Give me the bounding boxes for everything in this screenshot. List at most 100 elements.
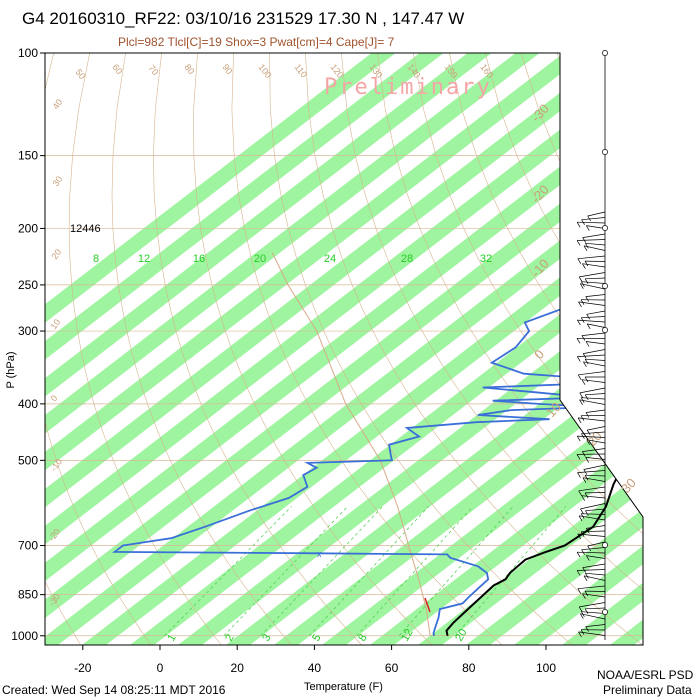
adiabat-label: 10 — [48, 317, 62, 331]
wind-barb-feather — [577, 319, 581, 326]
isotherm-label-top: 80 — [182, 62, 196, 76]
wind-barb-feather — [579, 392, 584, 399]
wind-barb-feather — [578, 515, 583, 521]
wind-barb-feather — [577, 374, 582, 380]
wind-barb-feather — [577, 258, 582, 264]
calm-wind-circle — [602, 283, 608, 289]
y-tick-label: 500 — [18, 453, 38, 467]
wind-barb — [585, 572, 606, 576]
wind-barb-feather — [577, 472, 581, 478]
y-tick-label: 1000 — [11, 629, 38, 643]
isotherm-band — [45, 53, 605, 645]
wind-barb-feather — [586, 439, 591, 445]
wind-barb — [585, 294, 606, 297]
moist-adiabat-line — [271, 252, 431, 636]
x-axis: -20 0 20 40 60 80 100 — [74, 645, 556, 675]
wind-barb — [581, 513, 606, 515]
y-tick-label: 100 — [18, 46, 38, 60]
x-tick-label: 80 — [462, 661, 476, 675]
wind-barb-feather — [585, 341, 590, 347]
mixing-ratio-line — [398, 506, 514, 637]
calm-wind-circle — [602, 50, 608, 56]
mixing-ratio-label: 2 — [223, 632, 236, 643]
wind-barb — [578, 631, 606, 636]
wind-barb — [580, 613, 606, 620]
wind-barb-feather — [585, 528, 590, 534]
wind-barb — [581, 547, 606, 551]
dry-adiabat-lines — [45, 53, 643, 645]
wind-barb — [585, 607, 606, 610]
wind-barb — [581, 379, 606, 383]
wind-barb — [577, 435, 606, 438]
wind-barb — [585, 624, 606, 627]
isobar-lines — [45, 53, 643, 637]
wind-barb-feather — [585, 555, 590, 561]
wind-barb — [585, 358, 606, 361]
adiabat-label: 0 — [48, 393, 59, 403]
mixing-ratio-label: 12 — [138, 253, 150, 265]
mixing-ratio-labels-bottom: 1 2 3 5 8 12 20 — [165, 627, 470, 644]
wind-barb-feather — [584, 475, 589, 481]
x-tick-label: 100 — [536, 661, 556, 675]
x-tick-label: 20 — [231, 661, 245, 675]
wind-barb-feather — [578, 631, 582, 638]
wind-barb — [587, 211, 606, 217]
y-axis-label: P (hPa) — [5, 351, 17, 388]
wind-barb — [585, 277, 606, 280]
wind-barb-feather — [587, 215, 592, 222]
wind-barb — [585, 393, 606, 396]
isotherm-band — [302, 53, 643, 645]
y-tick-label: 400 — [18, 397, 38, 411]
mixing-ratio-line — [309, 506, 429, 637]
wind-barb-feather — [583, 361, 587, 367]
y-tick-label: 700 — [18, 539, 38, 553]
wind-barb — [581, 397, 606, 400]
wind-barb-feather — [576, 435, 581, 442]
dry-adiabat — [193, 53, 436, 645]
wind-barb-feather — [586, 314, 591, 320]
dry-adiabat — [231, 53, 506, 645]
y-tick-label: 200 — [18, 221, 38, 235]
dry-adiabat — [68, 53, 224, 645]
wind-barb — [581, 611, 606, 614]
wind-barb-feather — [582, 477, 587, 483]
calm-wind-circle — [602, 609, 608, 615]
wind-barb — [587, 541, 606, 547]
wind-barb — [582, 563, 606, 568]
footer-source: NOAA/ESRL PSD — [597, 668, 694, 682]
wind-barb-feather — [584, 376, 589, 383]
wind-barb — [583, 245, 606, 251]
calm-wind-circle — [602, 542, 608, 548]
isotherm-band — [110, 53, 643, 645]
wind-barb-feather — [586, 323, 591, 330]
y-axis: 100 150 200 250 300 400 500 700 850 1000 — [11, 46, 45, 643]
wind-barb-feather — [583, 575, 588, 581]
wind-barb — [577, 239, 606, 241]
isotherm-band — [687, 40, 700, 660]
wind-barb-feather — [576, 222, 581, 228]
wind-barb — [585, 341, 606, 345]
wind-barb — [581, 431, 606, 435]
wind-barb — [579, 602, 606, 608]
y-tick-label: 150 — [18, 149, 38, 163]
wind-barb-feather — [576, 454, 581, 460]
mixing-ratio-labels-top: 8 12 16 20 24 28 32 — [93, 253, 492, 265]
x-tick-label: 0 — [157, 661, 164, 675]
wind-barb — [585, 409, 606, 413]
wind-barb-feather — [579, 613, 584, 619]
mixing-ratio-label: 5 — [310, 632, 323, 643]
wind-barb — [586, 225, 606, 229]
dry-adiabat — [45, 53, 84, 645]
wind-barb — [577, 221, 606, 224]
wind-barb-feather — [576, 338, 581, 344]
y-tick-label: 300 — [18, 324, 38, 338]
isotherm-band — [45, 53, 643, 645]
wind-barb — [578, 371, 606, 376]
wind-barb — [577, 585, 606, 590]
wind-barb — [586, 439, 606, 444]
dry-adiabat — [377, 53, 643, 645]
mixing-ratio-label: 20 — [254, 253, 266, 265]
isotherm-band — [45, 53, 643, 645]
plot-border — [44, 52, 644, 646]
x-axis-label: Temperature (F) — [304, 681, 383, 693]
